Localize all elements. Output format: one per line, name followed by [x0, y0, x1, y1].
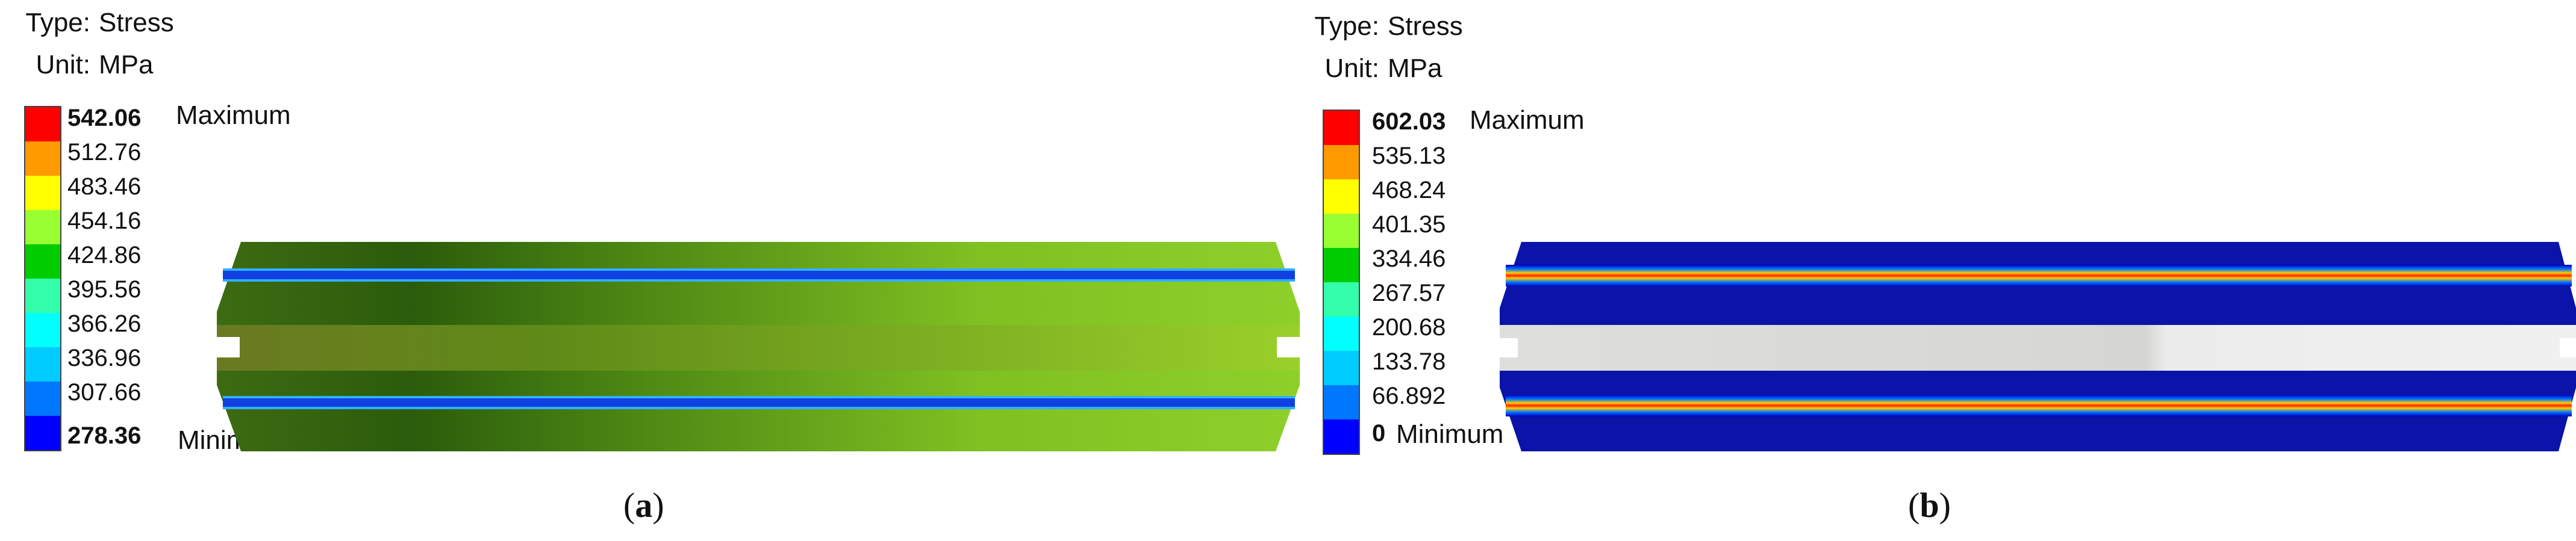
- lower-band-cyan: [223, 396, 1295, 398]
- stress-panel-b: Type: Stress Unit: MPa 602.03 Maximum 535.…: [1289, 0, 2576, 541]
- legend-min-value: 0: [1372, 420, 1386, 447]
- stress-contour-model-b: [1500, 242, 2576, 451]
- unit-key: Unit:: [1324, 54, 1379, 83]
- legend-swatch: [25, 382, 60, 416]
- legend-value: 512.76: [67, 139, 142, 165]
- legend-value: 468.24: [1372, 177, 1446, 203]
- unit-row: Unit: MPa: [1289, 53, 1442, 84]
- type-row: Type: Stress: [1289, 11, 1463, 42]
- legend-value: 307.66: [67, 379, 142, 406]
- color-legend-bar: [24, 106, 61, 451]
- unit-row: Unit: MPa: [0, 49, 154, 81]
- legend-max-label: Maximum: [1470, 105, 1585, 135]
- center-rod: [1500, 325, 2576, 371]
- legend-value: 336.96: [67, 345, 142, 371]
- legend-swatch: [25, 279, 60, 313]
- center-rod: [217, 325, 1300, 371]
- legend-min-label: Minimum: [1396, 419, 1504, 449]
- color-legend-bar: [1323, 110, 1360, 455]
- legend-swatch: [1324, 419, 1359, 454]
- upper-band-blue: [223, 271, 1295, 279]
- legend-max-value: 602.03: [1372, 108, 1446, 135]
- caption-open: (: [1908, 486, 1920, 525]
- upper-band-cyan: [223, 268, 1295, 271]
- legend-swatch: [25, 176, 60, 210]
- legend-swatch: [1324, 317, 1359, 351]
- legend-min-value: 278.36: [67, 422, 142, 449]
- legend-swatch: [1324, 179, 1359, 214]
- caption-a: (a): [623, 486, 664, 525]
- legend-value: 366.26: [67, 311, 142, 337]
- legend-value: 267.57: [1372, 280, 1446, 306]
- legend-value: 200.68: [1372, 314, 1446, 341]
- stress-contour-model-a: [217, 242, 1300, 451]
- legend-swatch: [1324, 145, 1359, 179]
- legend-value: 395.56: [67, 276, 142, 303]
- caption-close: ): [652, 486, 664, 525]
- legend-value: 454.16: [67, 208, 142, 234]
- upper-band-cyan: [223, 279, 1295, 282]
- legend-value: 133.78: [1372, 348, 1446, 375]
- legend-value: 66.892: [1372, 383, 1446, 409]
- legend-swatch: [25, 313, 60, 347]
- type-row: Type: Stress: [0, 7, 174, 39]
- legend-swatch: [1324, 111, 1359, 145]
- unit-value: MPa: [99, 50, 154, 79]
- legend-swatch: [1324, 214, 1359, 248]
- legend-swatch: [1324, 385, 1359, 419]
- stress-panel-a: Type: Stress Unit: MPa 542.06 Maximum 512.…: [0, 0, 1300, 541]
- legend-swatch: [1324, 282, 1359, 317]
- legend-swatch: [25, 347, 60, 382]
- caption-b: (b): [1908, 486, 1951, 525]
- caption-open: (: [623, 486, 635, 525]
- legend-swatch: [1324, 351, 1359, 385]
- type-value: Stress: [1388, 11, 1463, 41]
- legend-swatch: [25, 141, 60, 176]
- upper-rail: [217, 242, 1300, 325]
- legend-value: 401.35: [1372, 211, 1446, 238]
- legend-value: 535.13: [1372, 143, 1446, 169]
- type-value: Stress: [99, 8, 174, 37]
- legend-max-value: 542.06: [67, 105, 142, 131]
- upper-stress-band: [1506, 265, 2572, 286]
- legend-swatch: [25, 107, 60, 141]
- type-key: Type:: [25, 8, 90, 37]
- legend-swatch: [1324, 248, 1359, 282]
- lower-rail: [217, 371, 1300, 451]
- caption-letter: b: [1920, 486, 1939, 525]
- unit-key: Unit:: [36, 50, 90, 79]
- lower-band-blue: [223, 398, 1295, 407]
- caption-letter: a: [635, 486, 653, 525]
- legend-value: 334.46: [1372, 246, 1446, 272]
- legend-swatch: [25, 210, 60, 244]
- legend-max-label: Maximum: [176, 100, 291, 130]
- type-key: Type:: [1314, 11, 1379, 41]
- legend-value: 424.86: [67, 242, 142, 268]
- caption-close: ): [1939, 486, 1951, 525]
- unit-value: MPa: [1388, 54, 1442, 83]
- lower-band-cyan: [223, 407, 1295, 409]
- legend-swatch: [25, 244, 60, 279]
- legend-swatch: [25, 416, 60, 450]
- legend-value: 483.46: [67, 173, 142, 200]
- lower-stress-band: [1506, 395, 2572, 416]
